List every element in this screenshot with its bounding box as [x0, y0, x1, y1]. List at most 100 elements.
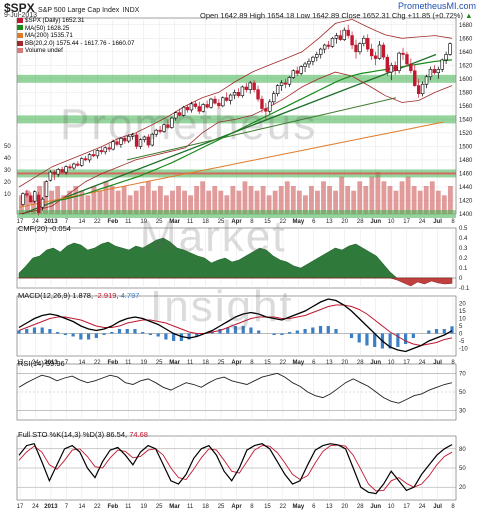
- candle-body: [299, 66, 303, 74]
- macd-hist-bar: [210, 332, 214, 334]
- price-tick-label: 1540: [459, 118, 473, 124]
- macd-hist-bar: [102, 333, 106, 335]
- candle-body: [381, 44, 386, 58]
- sto-d-value: 74.68: [129, 430, 148, 439]
- resistance-line: [17, 172, 456, 175]
- volume-bar: [139, 186, 145, 214]
- volume-bar: [278, 186, 284, 214]
- candle-body: [358, 43, 362, 53]
- macd-hist-bar: [148, 333, 153, 335]
- x-tick-label-sto: 19: [140, 504, 147, 510]
- candle-body: [87, 154, 92, 161]
- x-tick-label-macd: 8: [250, 360, 254, 366]
- volume-bar: [441, 195, 447, 214]
- candle-body: [217, 102, 221, 107]
- volume-bar: [127, 195, 133, 214]
- x-tick-label-sto: Jul: [433, 504, 442, 510]
- x-tick-label-sto: 22: [280, 504, 287, 510]
- x-tick-label-price: 19: [140, 219, 147, 225]
- x-tick-label-macd: 28: [357, 360, 364, 366]
- volume-bar: [309, 186, 314, 214]
- candle-body: [385, 56, 390, 73]
- macd-label-prefix: MACD(12,26,9): [18, 291, 71, 300]
- x-tick-label-macd: 2013: [44, 360, 58, 366]
- macd-tick-label: 0: [459, 332, 463, 338]
- macd-hist-bar: [288, 332, 292, 334]
- x-tick-label-sto: 17: [403, 504, 410, 510]
- volume-bar: [369, 176, 375, 214]
- x-tick-label-price: May: [293, 219, 305, 225]
- x-tick-label-price: 22: [94, 219, 101, 225]
- x-tick-label-macd: 22: [280, 360, 287, 366]
- candle-body: [68, 166, 72, 169]
- macd-hist-bar: [133, 329, 137, 334]
- symbol-exchange: INDX: [122, 7, 140, 14]
- volume-bar: [206, 190, 212, 214]
- macd-hist-bar: [195, 333, 199, 337]
- macd-hist-bar: [427, 330, 431, 334]
- x-tick-label-price: 13: [326, 219, 333, 225]
- bb-lower-line: [18, 71, 453, 215]
- volume-bar: [423, 186, 429, 214]
- macd-hist-bar: [349, 333, 354, 338]
- x-tick-label-macd: 8: [451, 360, 455, 366]
- candle-body: [228, 94, 233, 101]
- macd-hist-bar: [141, 332, 145, 334]
- macd-hist-bar: [249, 327, 253, 334]
- volume-bar: [115, 190, 121, 214]
- macd-tick-label: 5: [459, 324, 463, 330]
- legend-ma50: MA(50) 1628.25: [17, 25, 134, 33]
- support-zone: [17, 74, 456, 83]
- volume-bar: [254, 190, 260, 214]
- x-tick-label-price: Mar: [169, 219, 180, 225]
- candle-body: [25, 193, 29, 196]
- candle-body: [405, 54, 409, 65]
- x-tick-label-sto: 24: [32, 504, 39, 510]
- sto-label-prefix: Full STO %K(14,3) %D(3): [18, 430, 105, 439]
- candle-body: [21, 193, 25, 205]
- macd-hist-bar: [156, 333, 160, 337]
- brand-link[interactable]: PrometheusMI.com: [397, 1, 476, 11]
- x-tick-label-macd: 17: [403, 360, 410, 366]
- macd-hist-bar: [295, 330, 299, 334]
- volume-bar: [290, 186, 296, 214]
- volume-bar: [91, 186, 97, 214]
- candle-body: [264, 108, 268, 112]
- x-tick-label-price: 25: [156, 219, 163, 225]
- volume-bar: [296, 190, 302, 214]
- candle-body: [64, 166, 68, 173]
- candle-body: [52, 171, 57, 175]
- candle-body: [177, 112, 182, 116]
- volume-bar: [393, 190, 399, 214]
- macd-hist-bar: [334, 329, 338, 334]
- macd-hist-bar: [226, 327, 230, 334]
- ohlc-readout: Open 1642.89 High 1654.18 Low 1642.89 Cl…: [200, 11, 473, 20]
- candle-body: [166, 124, 170, 128]
- x-tick-label-macd: 6: [312, 360, 316, 366]
- chart-date: 9-Jul-2013: [4, 12, 38, 19]
- price-legend: $SPX (Daily) 1652.31 MA(50) 1628.25 MA(2…: [17, 17, 134, 55]
- volume-bar: [170, 190, 175, 214]
- volume-bar: [248, 186, 254, 214]
- macd-hist-bar: [404, 333, 408, 344]
- candle-body: [244, 86, 249, 90]
- candle-body: [268, 101, 272, 112]
- volume-tick-label: 40: [4, 156, 11, 162]
- x-tick-label-sto: 25: [218, 504, 225, 510]
- x-tick-label-price: Feb: [107, 219, 118, 225]
- candle-body: [185, 106, 190, 111]
- volume-bar: [363, 186, 369, 214]
- x-tick-label-sto: 25: [156, 504, 163, 510]
- legend-main-text: $SPX (Daily) 1652.31: [25, 17, 85, 24]
- volume-bar: [339, 176, 345, 214]
- candle-body: [130, 134, 135, 137]
- candle-body: [283, 82, 288, 85]
- volume-bar: [218, 190, 224, 214]
- ohlc-text: Open 1642.89 High 1654.18 Low 1642.89 Cl…: [200, 11, 463, 20]
- volume-bar: [321, 181, 326, 214]
- candle-body: [201, 104, 205, 112]
- volume-bar: [242, 181, 248, 214]
- price-tick-label: 1420: [459, 199, 473, 205]
- candle-body: [275, 85, 280, 94]
- candle-body: [319, 48, 323, 55]
